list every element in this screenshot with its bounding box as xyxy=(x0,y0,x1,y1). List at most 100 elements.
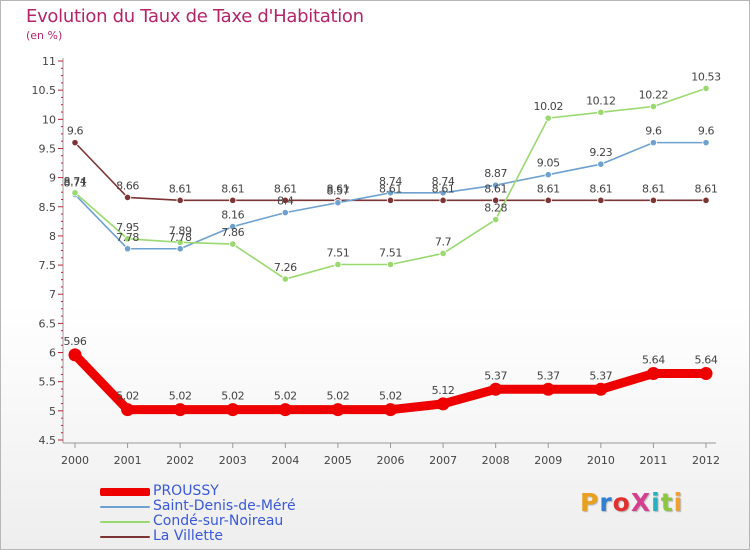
data-label: 5.02 xyxy=(379,390,402,403)
data-point xyxy=(281,209,289,217)
x-tick-label: 2011 xyxy=(639,454,667,467)
data-label: 8.61 xyxy=(484,182,507,195)
data-label: 10.12 xyxy=(586,94,616,107)
data-point xyxy=(281,275,289,283)
logo-letter: P xyxy=(580,488,600,517)
y-tick-label: 7 xyxy=(49,288,56,301)
y-tick-label: 10.5 xyxy=(32,84,57,97)
data-label: 8.61 xyxy=(642,182,665,195)
legend-item-la-villette: La Villette xyxy=(100,529,296,544)
data-label: 8.74 xyxy=(432,175,455,188)
y-tick-label: 7.5 xyxy=(39,259,57,272)
data-point xyxy=(436,397,450,411)
data-point xyxy=(492,196,500,204)
data-point xyxy=(229,240,237,248)
legend-item-proussy: PROUSSY xyxy=(100,484,296,499)
x-tick-label: 2007 xyxy=(429,454,457,467)
data-label: 8.66 xyxy=(116,179,139,192)
data-point xyxy=(646,367,660,381)
data-point xyxy=(649,102,658,111)
data-label: 8.28 xyxy=(484,202,507,215)
data-label: 7.7 xyxy=(435,235,452,248)
legend-label: Saint-Denis-de-Méré xyxy=(153,498,296,514)
data-point xyxy=(176,245,184,253)
data-point xyxy=(702,139,710,147)
data-label: 9.23 xyxy=(589,146,612,159)
y-tick-label: 9.5 xyxy=(39,142,57,155)
logo-letter: r xyxy=(599,488,613,517)
data-point xyxy=(544,171,552,179)
data-point xyxy=(699,367,713,381)
data-label: 5.12 xyxy=(432,384,455,397)
logo-letter: X xyxy=(630,488,652,517)
logo-letter: t xyxy=(660,488,674,517)
x-tick-label: 2004 xyxy=(271,454,299,467)
data-point xyxy=(334,260,342,269)
data-label: 8.61 xyxy=(169,182,192,195)
data-label: 5.96 xyxy=(64,335,87,348)
data-point xyxy=(439,196,447,204)
data-label: 8.74 xyxy=(64,175,87,188)
legend-swatch-la-villette xyxy=(100,535,150,538)
data-point xyxy=(597,196,605,204)
data-point xyxy=(331,403,345,417)
data-point xyxy=(649,139,658,147)
data-point xyxy=(281,196,289,204)
y-tick-label: 5.5 xyxy=(39,376,57,389)
y-tick-label: 6.5 xyxy=(39,317,57,330)
data-label: 7.89 xyxy=(169,224,192,237)
legend: PROUSSY Saint-Denis-de-Méré Condé-sur-No… xyxy=(100,484,296,544)
data-label: 8.87 xyxy=(484,167,507,180)
data-label: 5.37 xyxy=(589,369,612,382)
x-tick-label: 2001 xyxy=(114,454,142,467)
data-label: 7.51 xyxy=(326,246,349,259)
x-tick-label: 2012 xyxy=(692,454,720,467)
data-point xyxy=(492,215,500,224)
data-point xyxy=(386,189,395,197)
y-tick-label: 4.5 xyxy=(39,434,57,447)
data-point xyxy=(386,196,395,204)
data-label: 7.78 xyxy=(116,231,139,244)
y-tick-label: 11 xyxy=(42,55,56,68)
data-label: 7.86 xyxy=(221,226,244,239)
data-point xyxy=(597,108,605,116)
data-point xyxy=(123,245,132,253)
data-point xyxy=(176,238,184,246)
y-tick-label: 5 xyxy=(49,405,56,418)
y-tick-label: 6 xyxy=(49,347,56,360)
data-point xyxy=(121,403,135,417)
data-point xyxy=(68,348,82,362)
data-point xyxy=(71,139,79,147)
legend-label: La Villette xyxy=(153,528,223,544)
data-label: 9.6 xyxy=(698,125,715,138)
data-label: 7.95 xyxy=(116,221,139,234)
data-label: 5.64 xyxy=(642,354,665,367)
data-label: 8.61 xyxy=(432,182,455,195)
y-tick-label: 8 xyxy=(49,230,56,243)
x-tick-label: 2003 xyxy=(219,454,247,467)
data-label: 5.02 xyxy=(326,390,349,403)
data-point xyxy=(544,196,552,204)
data-label: 5.02 xyxy=(221,390,244,403)
proxiti-logo: ProXiti xyxy=(580,488,683,517)
data-label: 8.61 xyxy=(221,182,244,195)
data-label: 7.26 xyxy=(274,261,297,274)
chart-title: Evolution du Taux de Taxe d'Habitation xyxy=(26,6,364,27)
data-label: 5.02 xyxy=(274,390,297,403)
data-label: 9.6 xyxy=(645,125,662,138)
legend-label: Condé-sur-Noireau xyxy=(153,513,284,529)
data-point xyxy=(123,235,132,243)
data-label: 8.61 xyxy=(537,182,560,195)
x-tick-label: 2006 xyxy=(377,454,405,467)
data-point xyxy=(597,160,605,168)
data-label: 7.78 xyxy=(169,231,192,244)
y-tick-label: 8.5 xyxy=(39,201,57,214)
data-label: 8.74 xyxy=(379,175,402,188)
x-tick-label: 2000 xyxy=(61,454,89,467)
x-tick-label: 2008 xyxy=(482,454,510,467)
data-label: 8.61 xyxy=(274,182,297,195)
data-point xyxy=(123,193,132,202)
data-label: 7.51 xyxy=(379,246,402,259)
